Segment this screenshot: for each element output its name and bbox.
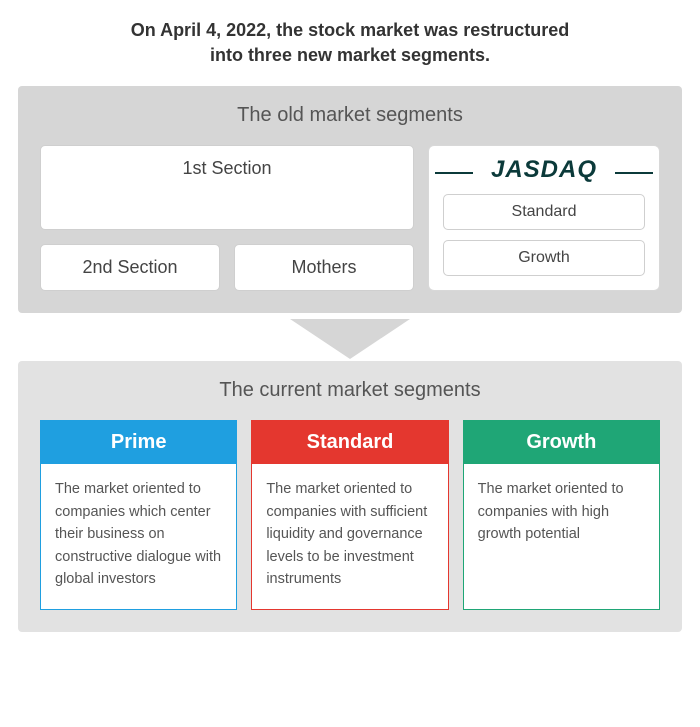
headline-line-2: into three new market segments. — [210, 45, 490, 65]
current-market-grid: Prime The market oriented to companies w… — [40, 420, 660, 609]
arrow-container — [18, 319, 682, 359]
segment-desc-prime: The market oriented to companies which c… — [41, 464, 236, 608]
segment-head-standard: Standard — [252, 421, 447, 464]
old-left-row2: 2nd Section Mothers — [40, 244, 414, 291]
headline-line-1: On April 4, 2022, the stock market was r… — [131, 20, 570, 40]
arrow-shape — [290, 319, 410, 359]
segment-head-prime: Prime — [41, 421, 236, 464]
old-market-panel: The old market segments 1st Section 2nd … — [18, 86, 682, 313]
mothers-pill: Mothers — [234, 244, 414, 291]
current-market-title: The current market segments — [40, 379, 660, 402]
segment-desc-growth: The market oriented to companies with hi… — [464, 464, 659, 608]
jasdaq-growth-pill: Growth — [443, 240, 645, 276]
segment-card-prime: Prime The market oriented to companies w… — [40, 420, 237, 609]
segment-card-growth: Growth The market oriented to companies … — [463, 420, 660, 609]
jasdaq-box: JASDAQ Standard Growth — [428, 145, 660, 291]
old-market-title: The old market segments — [40, 104, 660, 127]
headline: On April 4, 2022, the stock market was r… — [18, 18, 682, 68]
jasdaq-standard-pill: Standard — [443, 194, 645, 230]
old-left-column: 1st Section 2nd Section Mothers — [40, 145, 414, 291]
first-section-pill: 1st Section — [40, 145, 414, 230]
old-market-grid: 1st Section 2nd Section Mothers JASDAQ S… — [40, 145, 660, 291]
second-section-pill: 2nd Section — [40, 244, 220, 291]
segment-desc-standard: The market oriented to companies with su… — [252, 464, 447, 608]
segment-head-growth: Growth — [464, 421, 659, 464]
segment-card-standard: Standard The market oriented to companie… — [251, 420, 448, 609]
jasdaq-logo: JASDAQ — [443, 156, 645, 184]
down-arrow-icon — [290, 319, 410, 359]
current-market-panel: The current market segments Prime The ma… — [18, 361, 682, 631]
